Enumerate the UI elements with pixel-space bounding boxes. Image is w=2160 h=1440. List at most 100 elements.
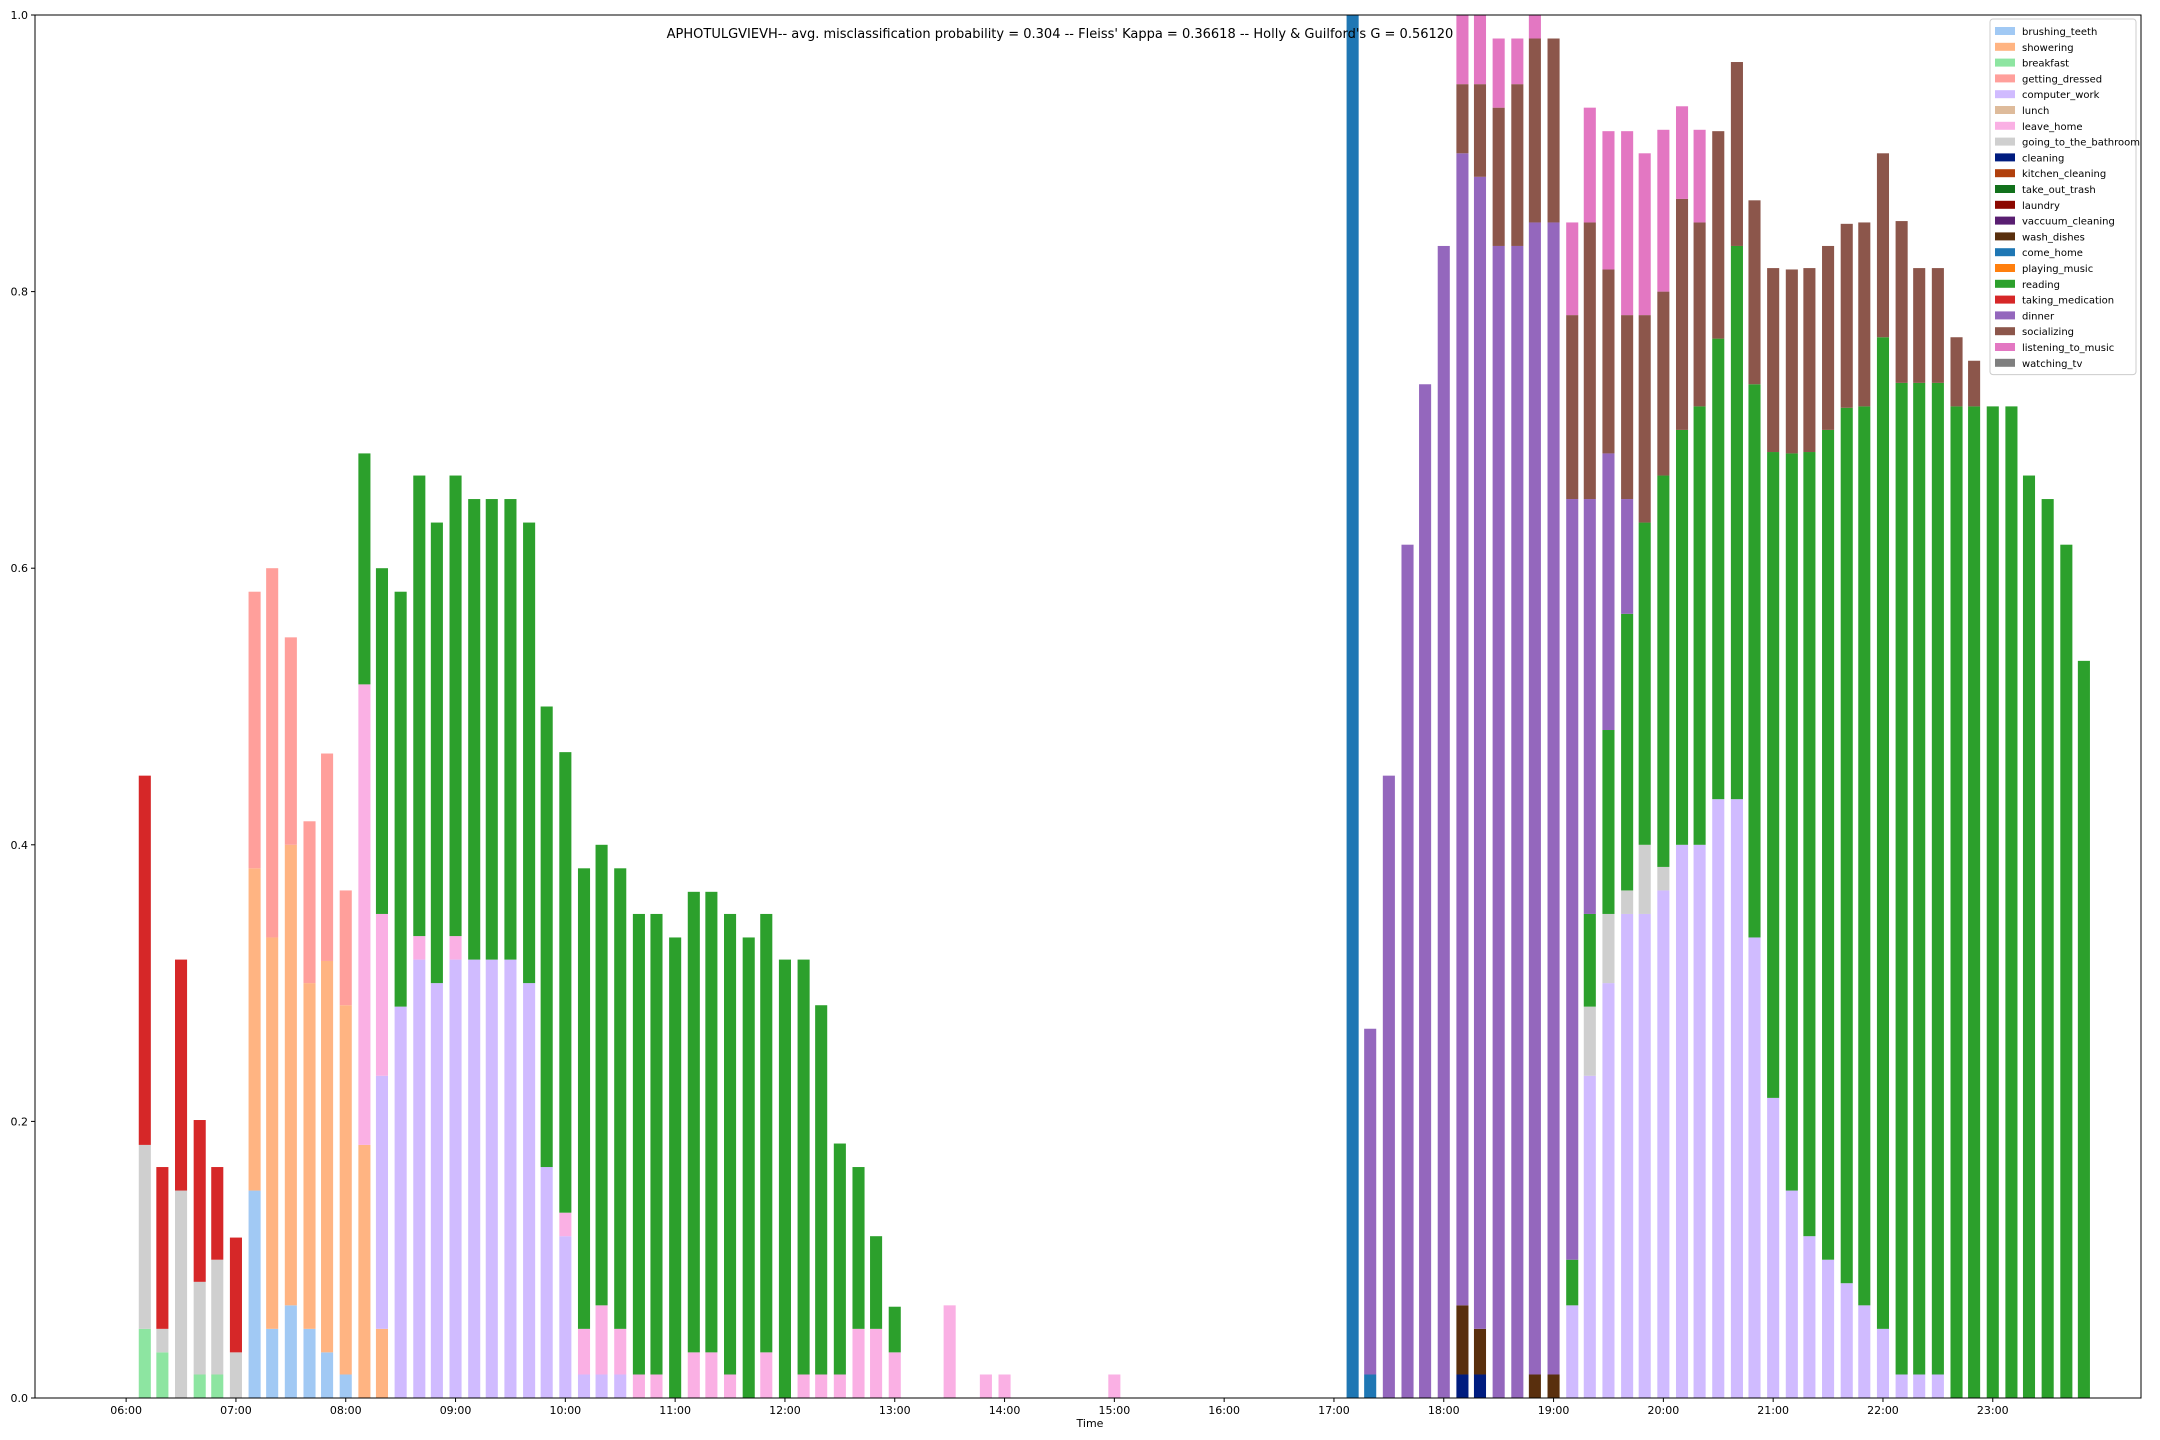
bar-segment-socializing [1493,108,1505,246]
bar-segment-reading [523,523,535,984]
bar-segment-showering [340,1005,352,1374]
bar-segment-computer_work [578,1374,590,1398]
bar-segment-computer_work [523,983,535,1398]
bar-segment-cleaning [1456,1374,1468,1398]
bar-segment-socializing [1712,131,1724,338]
x-tick-label: 19:00 [1538,1404,1570,1417]
bar-segment-reading [431,523,443,984]
bar-segment-listening_to_music [1474,15,1486,84]
legend-swatch-lunch [1995,106,2015,114]
bar-segment-leave_home [633,1374,645,1398]
bar-segment-reading [1858,406,1870,1305]
bar-segment-showering [249,868,261,1190]
bar-segment-dinner [1621,499,1633,614]
bar-segment-computer_work [1841,1283,1853,1398]
bar-segment-reading [688,892,700,1353]
bar-segment-leave_home [944,1305,956,1398]
bar-segment-reading [669,937,681,1398]
y-tick-label: 1.0 [11,9,29,22]
bar-segment-socializing [1841,224,1853,408]
bar-segment-listening_to_music [1566,222,1578,315]
bar-segment-computer_work [413,960,425,1398]
bar-segment-reading [358,453,370,684]
bar-segment-brushing_teeth [340,1374,352,1398]
legend-label: come_home [2022,248,2083,259]
bar-segment-reading [1657,476,1669,867]
legend-label: vaccuum_cleaning [2022,217,2115,228]
bar-segment-reading [1786,453,1798,1190]
bar-segment-reading [1639,523,1651,845]
bar-segment-computer_work [1712,799,1724,1398]
x-tick-label: 13:00 [879,1404,911,1417]
legend-swatch-wash_dishes [1995,232,2015,240]
bar-segment-computer_work [1896,1374,1908,1398]
bar-segment-socializing [1913,268,1925,383]
bar-segment-computer_work [614,1374,626,1398]
legend-label: computer_work [2022,90,2100,101]
bar-segment-taking_medication [230,1238,242,1353]
bar-segment-reading [1932,383,1944,1375]
bar-segment-taking_medication [156,1167,168,1329]
legend-swatch-socializing [1995,327,2015,335]
bar-segment-wash_dishes [1548,1374,1560,1398]
bar-segment-socializing [1968,361,1980,407]
bar-segment-dinner [1584,499,1596,914]
legend-label: playing_music [2022,264,2093,275]
bar-segment-brushing_teeth [285,1305,297,1398]
bar-segment-dinner [1548,222,1560,1374]
x-tick-label: 09:00 [440,1404,472,1417]
bar-segment-reading [486,499,498,960]
x-tick-label: 23:00 [1977,1404,2009,1417]
bar-segment-taking_medication [194,1120,206,1282]
bar-segment-dinner [1493,246,1505,1398]
bar-segment-leave_home [724,1374,736,1398]
bar-segment-breakfast [139,1329,151,1398]
bar-segment-dinner [1529,222,1541,1374]
bar-segment-leave_home [688,1352,700,1398]
legend-swatch-watching_tv [1995,359,2015,367]
legend-swatch-take_out_trash [1995,185,2015,193]
bar-segment-going_to_the_bathroom [156,1329,168,1353]
bar-segment-going_to_the_bathroom [211,1260,223,1375]
legend-label: taking_medication [2022,296,2114,307]
bar-segment-reading [1987,406,1999,1398]
legend-swatch-listening_to_music [1995,343,2015,351]
bar-segment-socializing [1584,222,1596,499]
x-tick-label: 16:00 [1208,1404,1240,1417]
bar-segment-socializing [1657,292,1669,476]
bar-segment-reading [650,914,662,1375]
bar-segment-leave_home [852,1329,864,1398]
bar-segment-going_to_the_bathroom [1657,867,1669,891]
bar-segment-socializing [1896,221,1908,383]
bar-segment-computer_work [1877,1329,1889,1398]
bar-segment-come_home [1347,15,1359,1398]
bar-segment-socializing [1511,84,1523,246]
bar-segment-reading [413,476,425,937]
bar-segment-listening_to_music [1456,15,1468,84]
x-tick-label: 22:00 [1867,1404,1899,1417]
bar-segment-dinner [1401,545,1413,1398]
bar-segment-taking_medication [175,960,187,1191]
bar-segment-going_to_the_bathroom [194,1282,206,1375]
bar-segment-computer_work [1748,937,1760,1398]
legend-label: dinner [2022,311,2055,322]
bar-segment-socializing [1694,222,1706,406]
x-tick-label: 06:00 [110,1404,142,1417]
bar-segment-listening_to_music [1511,39,1523,85]
bar-segment-reading [1841,408,1853,1283]
bar-segment-taking_medication [139,776,151,1145]
x-tick-label: 14:00 [989,1404,1021,1417]
bar-segment-leave_home [889,1352,901,1398]
bar-segment-computer_work [395,1007,407,1398]
legend-swatch-playing_music [1995,264,2015,272]
bar-segment-computer_work [1584,1076,1596,1398]
bar-segment-socializing [1602,269,1614,453]
legend-label: socializing [2022,327,2074,338]
bar-segment-going_to_the_bathroom [1621,890,1633,914]
bar-segment-leave_home [870,1329,882,1398]
bar-segment-brushing_teeth [321,1352,333,1398]
bar-segment-reading [834,1144,846,1375]
legend-label: showering [2022,43,2074,54]
x-tick-label: 12:00 [769,1404,801,1417]
